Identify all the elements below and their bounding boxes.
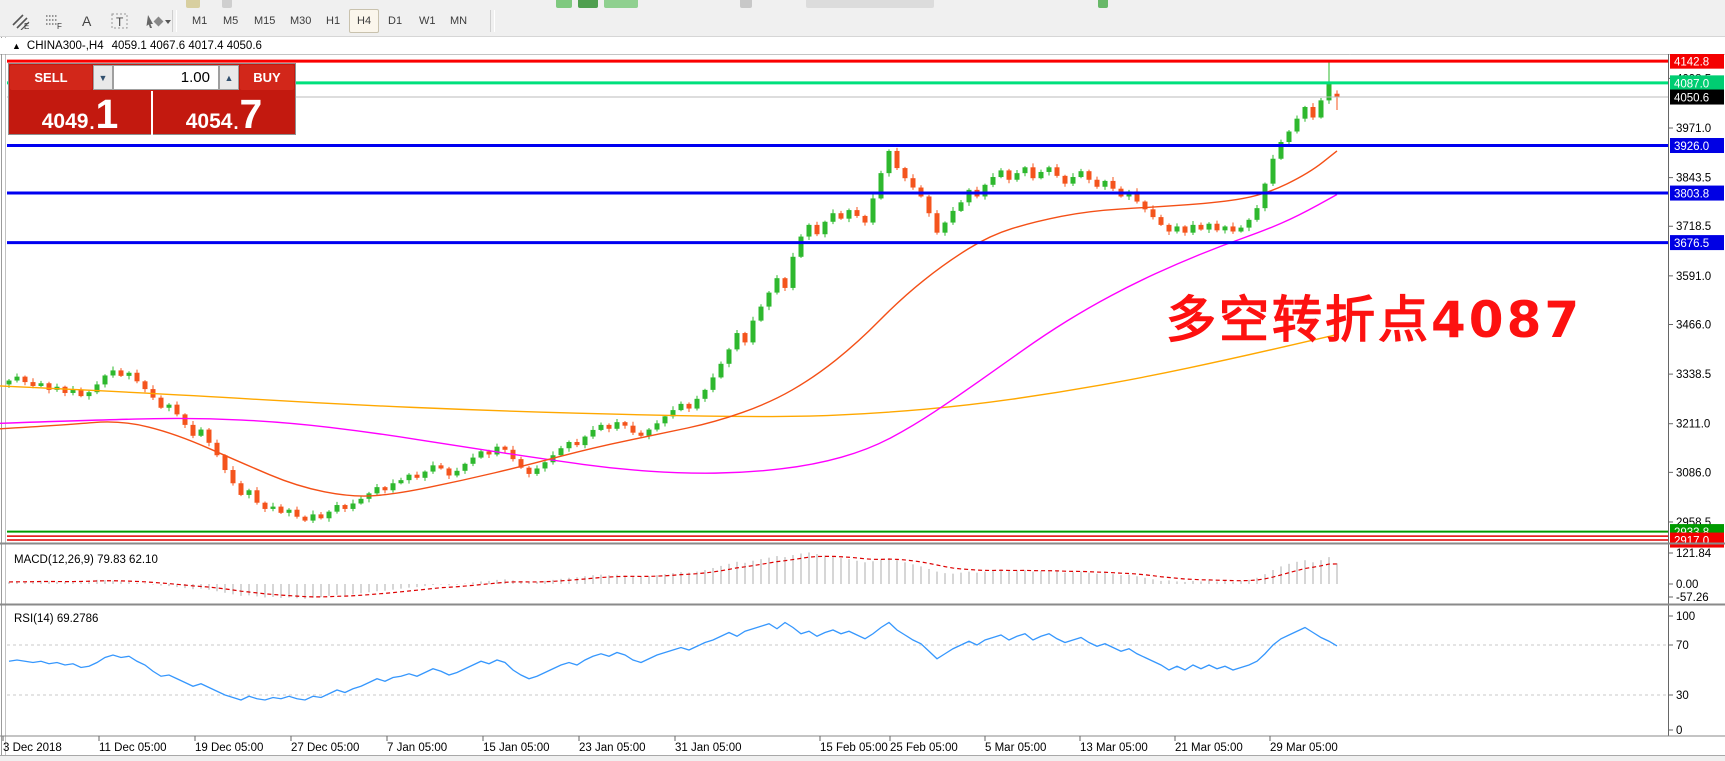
macd-pane: MACD(12,26,9) 79.83 62.10 121.84 0.00-57.2… <box>8 548 1712 604</box>
chart-title-symbol: CHINA300-,H4 <box>26 40 104 52</box>
rsi-tick-label: 30 <box>1676 690 1689 702</box>
sell-price[interactable]: 4049 . 1 <box>9 91 153 136</box>
time-tick-label: 15 Feb 05:00 <box>820 742 888 754</box>
timeframe-button-m30[interactable]: M30 <box>282 9 319 33</box>
toolbar-separator <box>172 10 177 32</box>
time-axis: 3 Dec 2018 11 Dec 05:00 19 Dec 05:00 27 Dec… <box>2 736 1338 754</box>
clipped-toolbar-icon <box>604 0 638 8</box>
clipped-toolbar-icon <box>806 0 934 8</box>
price-chip-label: 3676.5 <box>1674 238 1709 250</box>
price-tick-label: 3211.0 <box>1676 419 1710 431</box>
rsi-tick-label: 100 <box>1676 611 1695 623</box>
toolbar-clipped-icons <box>0 0 1725 8</box>
volume-decrease-button[interactable]: ▼ <box>93 65 113 90</box>
macd-tick-label: 0.00 <box>1676 579 1698 591</box>
time-tick-label: 21 Mar 05:00 <box>1175 742 1243 754</box>
text-tool-icon[interactable]: A <box>74 9 100 33</box>
equidistant-channel-icon[interactable]: E <box>8 9 34 33</box>
timeframe-button-d1[interactable]: D1 <box>380 9 410 33</box>
time-tick-label: 23 Jan 05:00 <box>579 742 646 754</box>
rsi-tick-label: 0 <box>1676 725 1682 737</box>
toolbar-separator-2 <box>490 10 495 32</box>
shapes-arrows-icon[interactable] <box>140 9 176 33</box>
candlesticks <box>6 61 1340 523</box>
price-axis: 4098.53971.03843.53718.53591.03466.03338… <box>1668 53 1724 736</box>
macd-tick-label: 121.84 <box>1676 548 1712 560</box>
clipped-toolbar-icon <box>740 0 752 8</box>
one-click-trade-panel: SELL ▼ ▲ BUY 4049 . 1 4054 . 7 <box>8 63 296 138</box>
rsi-tick-label: 70 <box>1676 640 1689 652</box>
time-tick-label: 15 Jan 05:00 <box>483 742 550 754</box>
clipped-toolbar-icon <box>578 0 598 8</box>
ma-fast-line <box>0 150 1338 497</box>
buy-button[interactable]: BUY <box>240 65 294 90</box>
ma-slow-line <box>0 333 1338 418</box>
time-tick-label: 7 Jan 05:00 <box>387 742 447 754</box>
clipped-toolbar-icon <box>222 0 232 8</box>
clipped-toolbar-icon <box>556 0 572 8</box>
svg-text:T: T <box>116 15 124 29</box>
svg-text:F: F <box>57 22 62 30</box>
timeframe-button-h4[interactable]: H4 <box>349 9 380 33</box>
time-tick-label: 3 Dec 2018 <box>3 742 62 754</box>
price-tick-label: 3591.0 <box>1676 271 1711 283</box>
price-chip-label: 2917.0 <box>1674 536 1709 548</box>
clipped-toolbar-icon <box>1098 0 1108 8</box>
buy-price[interactable]: 4054 . 7 <box>185 91 263 138</box>
time-tick-label: 13 Mar 05:00 <box>1080 742 1148 754</box>
svg-text:A: A <box>82 13 92 29</box>
time-tick-label: 5 Mar 05:00 <box>985 742 1046 754</box>
price-tick-label: 3843.5 <box>1676 173 1711 185</box>
rsi-pane: RSI(14) 69.2786 100 70 30 0 <box>7 611 1695 737</box>
price-tick-label: 3338.5 <box>1676 369 1711 381</box>
rsi-label: RSI(14) 69.2786 <box>14 613 98 625</box>
time-tick-label: 31 Jan 05:00 <box>675 742 742 754</box>
time-tick-label: 29 Mar 05:00 <box>1270 742 1338 754</box>
time-tick-label: 25 Feb 05:00 <box>890 742 958 754</box>
time-tick-label: 11 Dec 05:00 <box>99 742 167 754</box>
price-tick-label: 3086.0 <box>1676 467 1711 479</box>
price-tick-label: 3466.0 <box>1676 319 1711 331</box>
price-chip-label: 4050.6 <box>1674 93 1709 105</box>
timeframe-button-mn[interactable]: MN <box>442 9 475 33</box>
sell-button[interactable]: SELL <box>10 65 92 90</box>
volume-input[interactable] <box>113 65 219 90</box>
price-tick-label: 3971.0 <box>1676 123 1711 135</box>
volume-increase-button[interactable]: ▲ <box>219 65 239 90</box>
macd-signal-line <box>8 555 1338 598</box>
rsi-line <box>8 621 1338 701</box>
time-tick-label: 27 Dec 05:00 <box>291 742 359 754</box>
timeframe-button-m5[interactable]: M5 <box>215 9 246 33</box>
horizontal-level-lines[interactable] <box>7 59 1668 541</box>
timeframe-button-m1[interactable]: M1 <box>184 9 215 33</box>
moving-averages <box>0 150 1338 497</box>
price-chip-label: 3926.0 <box>1674 141 1709 153</box>
time-tick-label: 19 Dec 05:00 <box>195 742 263 754</box>
chart-title-ohlc: 4059.1 4067.6 4017.4 4050.6 <box>111 40 262 52</box>
macd-label: MACD(12,26,9) 79.83 62.10 <box>14 554 158 566</box>
chart-text-annotation: 多空转折点4087 <box>1166 291 1583 349</box>
timeframe-button-w1[interactable]: W1 <box>411 9 444 33</box>
clipped-toolbar-icon <box>186 0 200 8</box>
timeframe-button-m15[interactable]: M15 <box>246 9 283 33</box>
macd-tick-label: -57.26 <box>1676 592 1709 604</box>
timeframe-button-h1[interactable]: H1 <box>318 9 348 33</box>
price-tick-label: 3718.5 <box>1676 221 1711 233</box>
text-label-icon[interactable]: T <box>107 9 133 33</box>
price-chip-label: 4142.8 <box>1674 57 1709 69</box>
window-collapse-icon[interactable]: ▲ <box>12 41 21 51</box>
svg-text:E: E <box>24 22 29 30</box>
price-chip-label: 4087.0 <box>1674 78 1709 90</box>
fibonacci-retracement-icon[interactable]: F <box>41 9 67 33</box>
chart-window-titlebar: ▲ CHINA300-,H4 4059.1 4067.6 4017.4 4050… <box>0 38 1725 54</box>
price-chip-label: 3803.8 <box>1674 189 1709 201</box>
toolbar: E F A T M1 M5 M15 M30 H1 H4 D1 W1 MN <box>0 0 1725 37</box>
ma-medium-line <box>0 193 1338 474</box>
